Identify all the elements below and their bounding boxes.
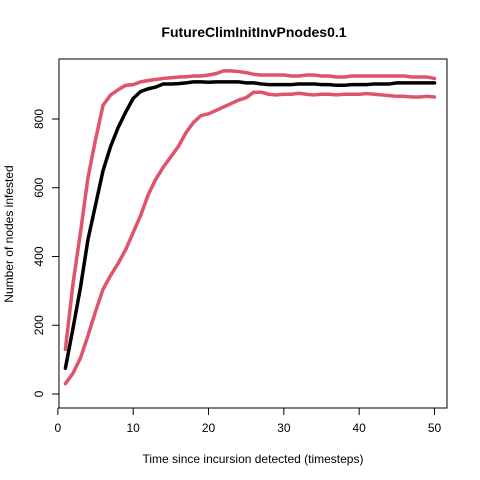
x-tick-label: 30 bbox=[277, 421, 291, 435]
y-tick-label: 800 bbox=[32, 109, 46, 129]
x-tick-label: 0 bbox=[55, 421, 62, 435]
y-axis: 0 200 400 600 800 bbox=[32, 109, 60, 397]
y-axis-label: Number of nodes infested bbox=[2, 165, 16, 302]
series-layer bbox=[63, 69, 437, 386]
x-tick-label: 20 bbox=[202, 421, 216, 435]
plot-frame bbox=[58, 58, 448, 409]
x-tick-label: 50 bbox=[428, 421, 442, 435]
y-tick-label: 200 bbox=[32, 315, 46, 335]
x-tick-label: 10 bbox=[127, 421, 141, 435]
series-line-2 bbox=[63, 69, 437, 352]
y-tick-label: 0 bbox=[32, 390, 46, 397]
y-tick-label: 600 bbox=[32, 177, 46, 197]
x-axis: 0 10 20 30 40 50 bbox=[55, 407, 442, 435]
x-axis-label: Time since incursion detected (timesteps… bbox=[143, 452, 364, 466]
series-line-1 bbox=[63, 80, 437, 370]
chart-title: FutureClimInitInvPnodes0.1 bbox=[161, 24, 346, 40]
x-tick-label: 40 bbox=[352, 421, 366, 435]
y-tick-label: 400 bbox=[32, 246, 46, 266]
series-line-3 bbox=[63, 90, 437, 386]
